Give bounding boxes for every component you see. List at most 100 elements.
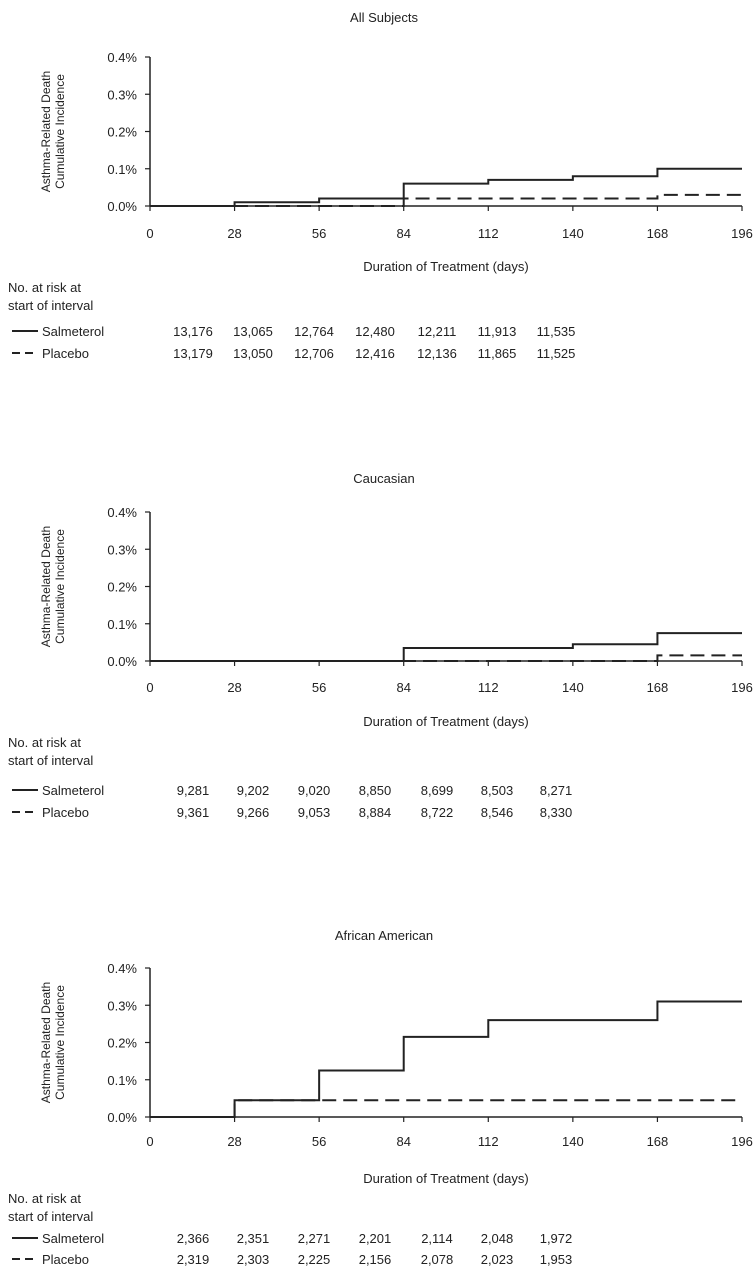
at-risk-value: 11,913 [478, 324, 517, 339]
y-tick-label: 0.0% [107, 199, 137, 214]
at-risk-value: 8,884 [359, 805, 392, 820]
y-tick-label: 0.0% [107, 1110, 137, 1125]
y-tick-label: 0.4% [107, 505, 137, 520]
at-risk-value: 2,023 [481, 1252, 514, 1267]
at-risk-value: 9,020 [298, 783, 331, 798]
placebo-curve [150, 193, 742, 207]
x-tick-label: 196 [731, 1134, 753, 1149]
at-risk-value: 12,706 [294, 346, 334, 361]
risk-table-header: No. at risk at [8, 280, 81, 295]
at-risk-value: 12,764 [294, 324, 334, 339]
at-risk-value: 9,202 [237, 783, 270, 798]
series-name: Salmeterol [42, 324, 104, 339]
at-risk-value: 8,503 [481, 783, 514, 798]
y-axis-label: Cumulative Incidence [53, 74, 67, 189]
x-tick-label: 28 [227, 680, 241, 695]
x-tick-label: 168 [647, 1134, 669, 1149]
x-tick-label: 168 [647, 226, 669, 241]
x-tick-label: 112 [478, 680, 499, 695]
risk-table-header: start of interval [8, 298, 93, 313]
at-risk-value: 2,201 [359, 1231, 392, 1246]
x-tick-label: 28 [227, 1134, 241, 1149]
x-tick-label: 0 [146, 680, 153, 695]
x-tick-label: 140 [562, 1134, 584, 1149]
at-risk-value: 8,330 [540, 805, 573, 820]
x-tick-label: 0 [146, 1134, 153, 1149]
at-risk-value: 8,271 [540, 783, 573, 798]
at-risk-value: 8,850 [359, 783, 392, 798]
x-tick-label: 84 [396, 1134, 410, 1149]
y-tick-label: 0.1% [107, 617, 137, 632]
series-name: Placebo [42, 346, 89, 361]
at-risk-value: 2,319 [177, 1252, 210, 1267]
y-tick-label: 0.4% [107, 961, 137, 976]
x-tick-label: 112 [478, 226, 499, 241]
y-axis-label: Asthma-Related Death [39, 982, 53, 1103]
salmeterol-curve [150, 167, 742, 207]
at-risk-value: 2,225 [298, 1252, 331, 1267]
at-risk-value: 2,078 [421, 1252, 454, 1267]
salmeterol-curve [150, 632, 742, 662]
risk-table-header: start of interval [8, 753, 93, 768]
y-tick-label: 0.1% [107, 162, 137, 177]
x-tick-label: 28 [227, 226, 241, 241]
y-tick-label: 0.2% [107, 125, 137, 140]
at-risk-value: 11,525 [537, 346, 576, 361]
at-risk-value: 11,865 [478, 346, 517, 361]
placebo-curve [150, 654, 742, 662]
x-tick-label: 112 [478, 1134, 499, 1149]
y-axis-label: Cumulative Incidence [53, 985, 67, 1100]
at-risk-value: 1,972 [540, 1231, 573, 1246]
at-risk-value: 13,176 [173, 324, 213, 339]
y-tick-label: 0.4% [107, 50, 137, 65]
chart-title: Caucasian [353, 471, 414, 486]
placebo-curve [150, 1099, 742, 1118]
at-risk-value: 12,480 [355, 324, 395, 339]
at-risk-value: 13,065 [233, 324, 273, 339]
at-risk-value: 9,053 [298, 805, 331, 820]
y-tick-label: 0.2% [107, 580, 137, 595]
at-risk-value: 9,266 [237, 805, 270, 820]
at-risk-value: 12,211 [418, 324, 457, 339]
risk-table-header: No. at risk at [8, 1191, 81, 1206]
x-axis-label: Duration of Treatment (days) [363, 259, 528, 274]
series-name: Salmeterol [42, 1231, 104, 1246]
at-risk-value: 9,281 [177, 783, 210, 798]
x-tick-label: 56 [312, 226, 326, 241]
x-axis-label: Duration of Treatment (days) [363, 1171, 528, 1186]
at-risk-value: 12,136 [417, 346, 457, 361]
chart-title: African American [335, 928, 433, 943]
x-tick-label: 140 [562, 226, 584, 241]
risk-table-header: start of interval [8, 1209, 93, 1224]
at-risk-value: 8,546 [481, 805, 514, 820]
x-tick-label: 84 [396, 680, 410, 695]
at-risk-value: 2,156 [359, 1252, 392, 1267]
at-risk-value: 2,048 [481, 1231, 514, 1246]
at-risk-value: 12,416 [355, 346, 395, 361]
risk-table-header: No. at risk at [8, 735, 81, 750]
at-risk-value: 1,953 [540, 1252, 573, 1267]
at-risk-value: 13,179 [173, 346, 213, 361]
x-tick-label: 56 [312, 680, 326, 695]
y-tick-label: 0.2% [107, 1036, 137, 1051]
x-tick-label: 140 [562, 680, 584, 695]
at-risk-value: 13,050 [233, 346, 273, 361]
series-name: Placebo [42, 1252, 89, 1267]
x-axis-label: Duration of Treatment (days) [363, 714, 528, 729]
chart-title: All Subjects [350, 10, 418, 25]
at-risk-value: 2,366 [177, 1231, 210, 1246]
y-axis-label: Cumulative Incidence [53, 529, 67, 644]
x-tick-label: 0 [146, 226, 153, 241]
x-tick-label: 196 [731, 680, 753, 695]
y-tick-label: 0.0% [107, 654, 137, 669]
y-tick-label: 0.3% [107, 998, 137, 1013]
at-risk-value: 2,114 [421, 1231, 453, 1246]
at-risk-value: 9,361 [177, 805, 210, 820]
at-risk-value: 11,535 [537, 324, 576, 339]
at-risk-value: 2,271 [298, 1231, 331, 1246]
series-name: Placebo [42, 805, 89, 820]
y-axis-label: Asthma-Related Death [39, 526, 53, 647]
salmeterol-curve [150, 1000, 742, 1118]
x-tick-label: 168 [647, 680, 669, 695]
